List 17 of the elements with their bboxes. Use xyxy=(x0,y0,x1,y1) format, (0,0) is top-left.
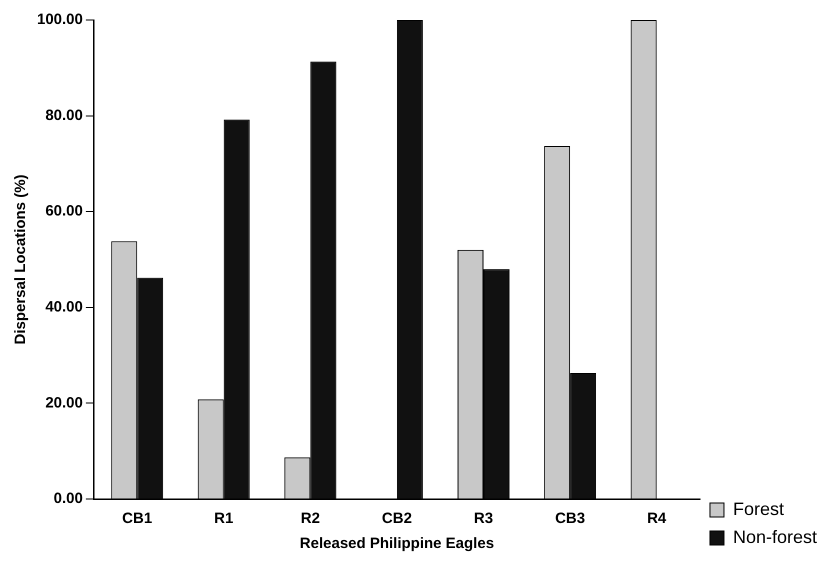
x-tick-label: R1 xyxy=(214,510,234,528)
y-tick-label: 0.00 xyxy=(54,490,83,508)
legend-label: Forest xyxy=(732,498,784,519)
x-tick-label: CB1 xyxy=(122,510,152,528)
x-tick-label: CB3 xyxy=(555,510,586,528)
x-tick-label: R3 xyxy=(474,510,494,528)
y-tick-label: 60.00 xyxy=(45,202,83,220)
x-tick-label: CB2 xyxy=(382,510,412,528)
x-tick-label: R2 xyxy=(300,510,320,528)
y-tick-label: 80.00 xyxy=(45,106,83,124)
x-axis-title: Released Philippine Eagles xyxy=(300,535,494,552)
x-tick-label: R4 xyxy=(647,510,667,528)
y-tick-label: 40.00 xyxy=(45,298,83,316)
y-tick-label: 100.00 xyxy=(36,11,83,28)
y-axis-title: Dispersal Locations (%) xyxy=(12,174,30,345)
y-tick-label: 20.00 xyxy=(45,394,83,412)
legend-label: Non-forest xyxy=(732,526,818,547)
